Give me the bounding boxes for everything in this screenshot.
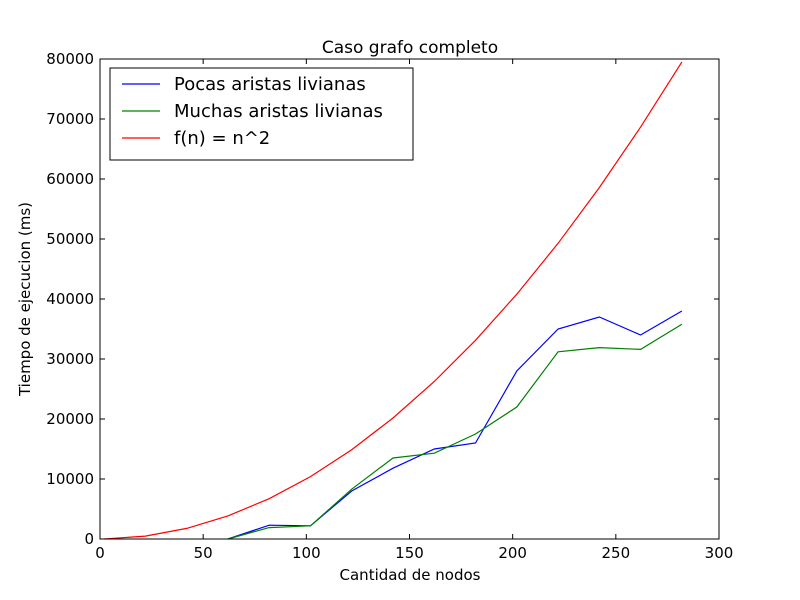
series-line-3 [104,61,683,540]
legend-box [109,67,414,161]
x-axis-label: Cantidad de nodos [340,566,481,584]
legend: Pocas aristas livianas Muchas aristas liv… [109,67,414,161]
x-tick-label: 200 [498,544,527,562]
y-tick-label: 70000 [46,110,94,128]
x-tick-label: 250 [602,544,631,562]
x-axis: 0 50 100 150 200 250 300 [95,59,733,562]
x-tick-label: 100 [292,544,321,562]
x-tick-label: 150 [395,544,424,562]
y-axis: 0 10000 20000 30000 40000 50000 60000 70000 8000… [46,50,719,548]
legend-label-2: Muchas aristas livianas [174,101,383,122]
y-axis-label: Tiempo de ejecucion (ms) [16,202,34,397]
x-tick-label: 50 [194,544,213,562]
legend-label-1: Pocas aristas livianas [174,74,366,95]
chart-title: Caso grafo completo [322,38,498,58]
x-tick-label: 0 [95,544,105,562]
y-tick-label: 50000 [46,230,94,248]
y-tick-label: 60000 [46,170,94,188]
y-tick-label: 0 [84,530,94,548]
series-group [104,61,683,540]
y-tick-label: 40000 [46,290,94,308]
series-line-2 [227,323,683,540]
legend-label-3: f(n) = n^2 [174,128,270,149]
y-tick-label: 30000 [46,350,94,368]
x-tick-label: 300 [705,544,734,562]
y-tick-label: 10000 [46,470,94,488]
y-tick-label: 80000 [46,50,94,68]
y-tick-label: 20000 [46,410,94,428]
